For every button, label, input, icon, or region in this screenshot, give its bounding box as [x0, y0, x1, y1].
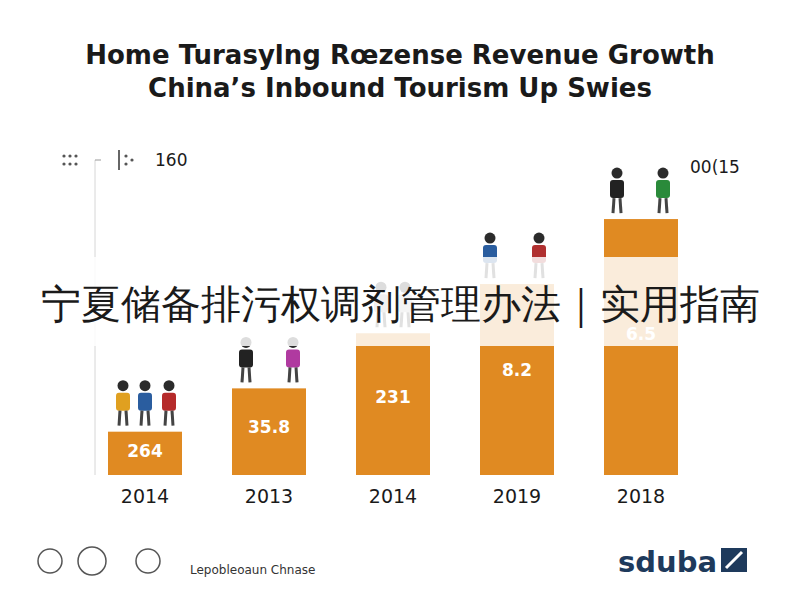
decor-dot	[68, 154, 71, 157]
figure-head	[612, 168, 623, 179]
bar-label: 35.8	[248, 417, 290, 437]
figure-leg	[620, 198, 621, 213]
figure-head	[140, 380, 151, 391]
title: Home Turasylng Rœzense Revenue Growth	[85, 40, 715, 70]
figure-body	[138, 393, 152, 411]
decor-dot	[124, 162, 127, 165]
figure-leg	[296, 367, 297, 382]
figure-head	[534, 233, 545, 244]
figure-leg	[659, 198, 660, 213]
bar-label: 264	[127, 441, 163, 461]
figure-body	[239, 349, 253, 367]
footer-icon	[38, 549, 62, 573]
bar-label: 8.2	[502, 360, 532, 380]
figure-leg	[249, 367, 250, 382]
footer-icons	[38, 547, 160, 575]
figure-leg	[141, 411, 142, 426]
decor-bar	[118, 150, 120, 170]
y-tick	[95, 160, 101, 161]
figure-leg	[613, 198, 614, 213]
figure-head	[485, 233, 496, 244]
footer-icon	[78, 547, 106, 575]
figure-head	[118, 380, 129, 391]
figure-leg	[172, 411, 173, 426]
corner-note: 00(15	[690, 157, 740, 177]
decor-dot	[68, 162, 71, 165]
background	[0, 0, 800, 600]
figure-body	[162, 393, 176, 411]
figure-leg	[119, 411, 120, 426]
figure-leg	[289, 367, 290, 382]
figure-leg	[242, 367, 243, 382]
figure-body	[610, 180, 624, 198]
figure-leg	[126, 411, 127, 426]
y-tick-label: 160	[155, 150, 187, 170]
figure-head	[164, 380, 175, 391]
bar	[356, 333, 430, 475]
x-tick-label: 2014	[369, 485, 417, 507]
decor-icons	[62, 150, 133, 170]
decor-dot	[62, 162, 65, 165]
banner-band	[0, 257, 800, 346]
subtitle: China’s Inbound Tourism Up Swies	[148, 73, 652, 103]
figure-body	[116, 393, 130, 411]
x-tick-label: 2013	[245, 485, 293, 507]
decor-dot	[130, 158, 133, 161]
decor-dot	[74, 154, 77, 157]
footer-icon	[136, 549, 160, 573]
logo-slash	[726, 552, 742, 568]
figure-leg	[666, 198, 667, 213]
x-tick-label: 2014	[121, 485, 169, 507]
bar	[232, 388, 306, 475]
figure-leg	[148, 411, 149, 426]
banner-text: 宁夏储备排污权调剂管理办法｜实用指南	[41, 281, 760, 328]
bar-label: 231	[375, 387, 411, 407]
chart: Home Turasylng Rœzense Revenue GrowthChi…	[0, 0, 800, 600]
x-tick-label: 2019	[493, 485, 541, 507]
logo: sduba	[618, 545, 717, 579]
decor-dot	[124, 154, 127, 157]
figure-body	[656, 180, 670, 198]
figure-body	[286, 349, 300, 367]
figure-leg	[165, 411, 166, 426]
x-tick-label: 2018	[617, 485, 665, 507]
decor-dot	[62, 154, 65, 157]
decor-dot	[74, 162, 77, 165]
bar	[108, 432, 182, 475]
footer-text: Lepobleoaun Chnase	[190, 563, 315, 577]
logo-box	[721, 548, 747, 572]
figure-head	[658, 168, 669, 179]
